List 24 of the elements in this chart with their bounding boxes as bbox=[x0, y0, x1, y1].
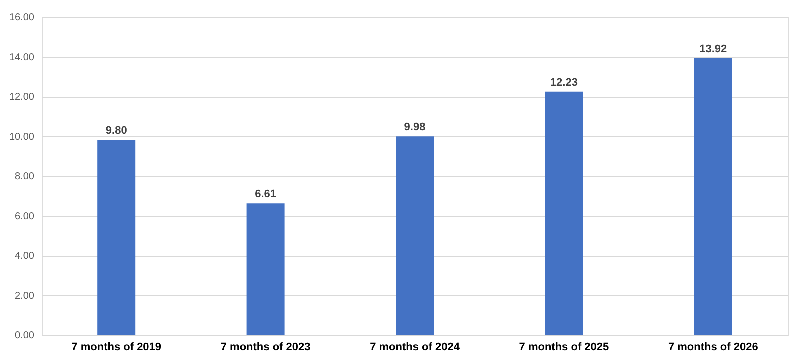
y-tick-label: 12.00 bbox=[9, 92, 35, 103]
data-label: 12.23 bbox=[550, 76, 578, 89]
bar bbox=[98, 140, 136, 335]
x-tick-label: 7 months of 2019 bbox=[72, 342, 162, 354]
y-tick-label: 0.00 bbox=[15, 330, 35, 342]
y-tick-label: 8.00 bbox=[15, 172, 35, 182]
bar bbox=[545, 92, 584, 335]
data-label: 9.98 bbox=[404, 122, 426, 134]
data-label: 9.80 bbox=[106, 125, 128, 138]
x-tick-label: 7 months of 2026 bbox=[668, 342, 758, 354]
bar bbox=[246, 204, 285, 335]
y-tick-label: 4.00 bbox=[15, 251, 35, 262]
y-tick-label: 10.00 bbox=[9, 132, 35, 143]
data-label: 13.92 bbox=[700, 43, 728, 56]
y-tick-label: 16.00 bbox=[9, 12, 35, 24]
y-tick-label: 2.00 bbox=[15, 290, 35, 302]
y-tick-label: 6.00 bbox=[15, 211, 35, 222]
bar bbox=[396, 136, 434, 335]
x-tick-label: 7 months of 2024 bbox=[370, 342, 461, 354]
x-tick-label: 7 months of 2023 bbox=[220, 342, 311, 354]
bar bbox=[694, 58, 732, 335]
data-label: 6.61 bbox=[255, 188, 277, 201]
y-tick-label: 14.00 bbox=[9, 52, 35, 64]
x-tick-label: 7 months of 2025 bbox=[519, 342, 610, 354]
